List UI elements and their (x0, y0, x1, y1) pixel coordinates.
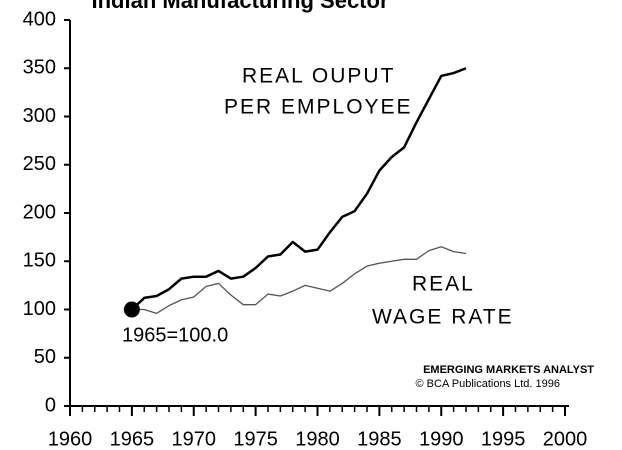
y-tick-label: 250 (23, 153, 56, 175)
annotation: EMERGING MARKETS ANALYST (423, 364, 594, 376)
series-line (131, 246, 467, 315)
series-label: REAL (412, 273, 475, 296)
base-marker (123, 301, 140, 318)
chart-title: Indian Manufacturing Sector (91, 0, 388, 13)
x-tick-label: 1960 (48, 428, 93, 450)
y-tick-label: 300 (23, 105, 56, 127)
series-label: REAL OUPUT (242, 65, 395, 88)
x-tick-label: 1965 (110, 428, 155, 450)
annotation: 1965=100.0 (122, 324, 228, 346)
y-tick-label: 150 (23, 250, 56, 272)
annotation: © BCA Publications Ltd. 1996 (416, 378, 560, 390)
y-tick-label: 0 (45, 394, 56, 416)
series-line (131, 67, 467, 311)
series-label: WAGE RATE (372, 306, 514, 329)
y-tick-label: 200 (23, 201, 56, 223)
x-tick-label: 1990 (419, 428, 464, 450)
y-tick-label: 100 (23, 298, 56, 320)
y-tick-label: 50 (34, 346, 56, 368)
series-label: PER EMPLOYEE (224, 96, 413, 119)
x-tick-label: 1995 (481, 428, 526, 450)
y-tick-label: 400 (23, 8, 56, 30)
y-tick-label: 350 (23, 57, 56, 79)
x-tick-label: 1975 (233, 428, 278, 450)
x-tick-label: 1970 (172, 428, 217, 450)
x-tick-label: 2000 (543, 428, 588, 450)
x-tick-label: 1985 (357, 428, 402, 450)
x-tick-label: 1980 (295, 428, 340, 450)
